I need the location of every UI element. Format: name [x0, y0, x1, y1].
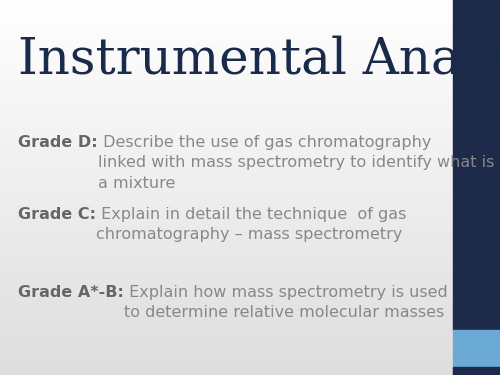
Text: Grade D:: Grade D:: [18, 135, 98, 150]
Text: Grade A*-B:: Grade A*-B:: [18, 285, 124, 300]
Bar: [453, 330, 500, 375]
Text: Grade C:: Grade C:: [18, 207, 96, 222]
Text: Describe the use of gas chromatography
linked with mass spectrometry to identify: Describe the use of gas chromatography l…: [98, 135, 500, 191]
Text: Instrumental Analysis: Instrumental Analysis: [18, 35, 500, 85]
Text: Explain in detail the technique  of gas
chromatography – mass spectrometry: Explain in detail the technique of gas c…: [96, 207, 406, 242]
Text: Explain how mass spectrometry is used
to determine relative molecular masses: Explain how mass spectrometry is used to…: [124, 285, 448, 320]
Bar: [453, 0, 500, 330]
Bar: [453, 367, 500, 375]
